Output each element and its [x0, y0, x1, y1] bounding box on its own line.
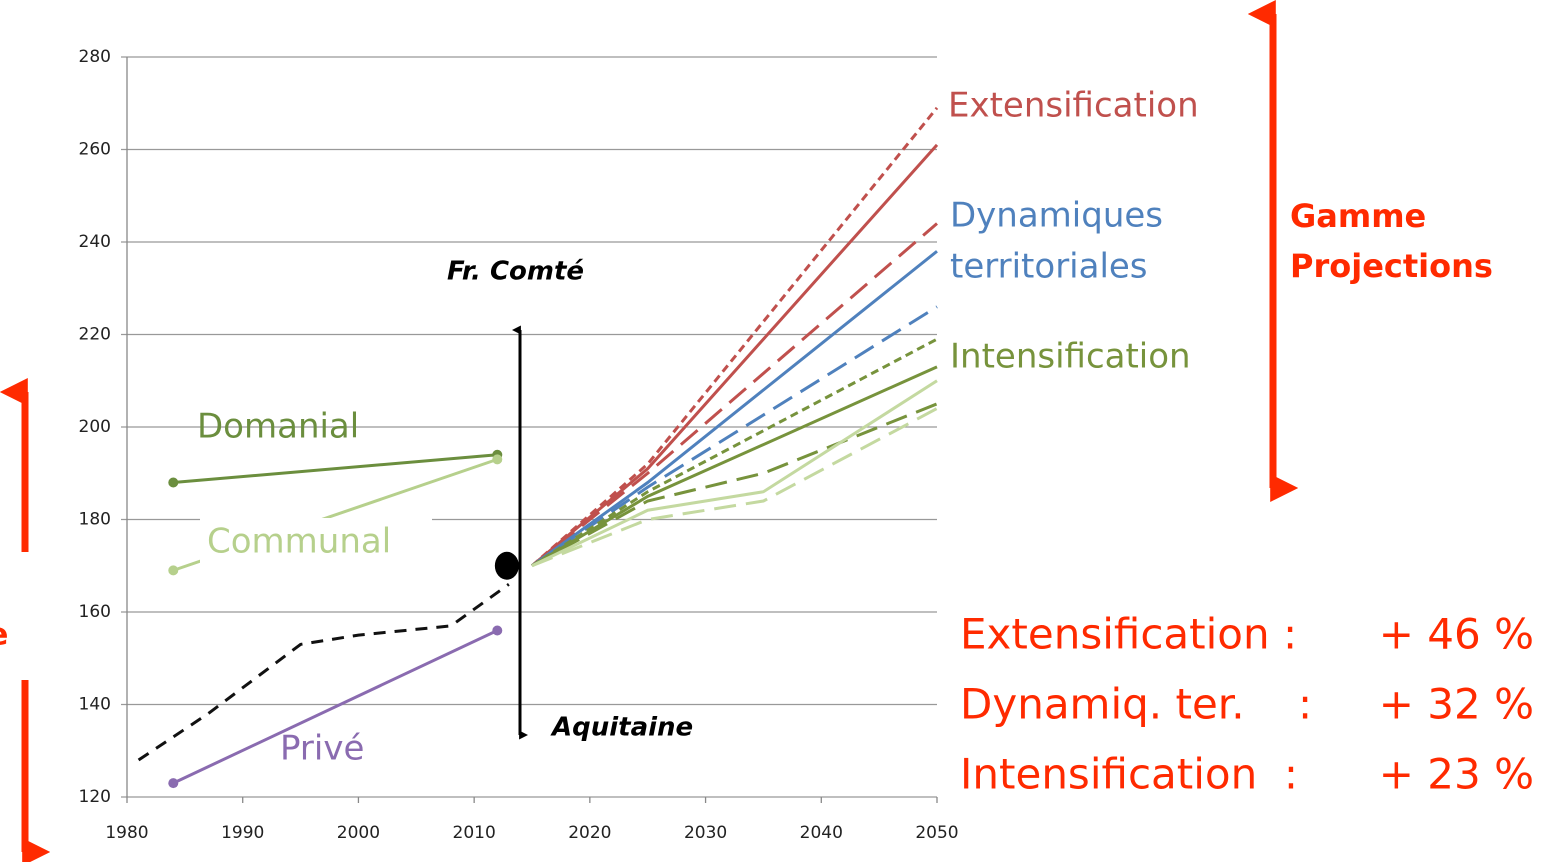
line — [531, 402, 938, 568]
annotations: Extensification Dynamiques territoriales In… — [0, 86, 1534, 799]
x-tick-label: 1980 — [105, 823, 148, 843]
line — [531, 106, 939, 567]
y-tick-label: 200 — [79, 417, 111, 437]
annotation: Aquitaine — [550, 713, 693, 743]
y-tick-label: 160 — [79, 602, 111, 622]
grid: 120 140 160 180 200 220 240 260 280 1980 1990 2000 2… — [79, 47, 959, 843]
x-tick-label: 2030 — [684, 823, 727, 843]
label-bg — [200, 518, 432, 568]
series-label: Privé — [280, 729, 364, 769]
point — [492, 625, 503, 636]
x-tick-label: 2000 — [337, 823, 380, 843]
series-label: Domanial — [197, 407, 359, 447]
line — [172, 629, 498, 785]
y-tick-label: 140 — [79, 695, 111, 715]
line — [531, 222, 938, 567]
annotation: Intensification — [950, 337, 1191, 377]
point — [492, 454, 503, 465]
y-tick-label: 120 — [79, 787, 111, 807]
annotation: Extensification — [948, 86, 1199, 126]
summary-name: Extensification : — [960, 610, 1297, 659]
y-tick-label: 240 — [79, 232, 111, 252]
annotation: Projections — [1290, 247, 1493, 285]
annotation: Fr. Comté — [447, 257, 584, 287]
summary-value: + 32 % — [1379, 680, 1534, 729]
x-tick-label: 2040 — [800, 823, 843, 843]
point — [494, 551, 519, 580]
annotation: e — [0, 618, 8, 653]
x-tick-label: 2050 — [915, 823, 958, 843]
summary-value: + 23 % — [1379, 750, 1534, 799]
point — [168, 477, 179, 488]
y-tick-label: 220 — [79, 325, 111, 345]
annotation: territoriales — [950, 247, 1148, 287]
x-tick-label: 2010 — [453, 823, 496, 843]
point — [168, 565, 179, 576]
y-tick-label: 180 — [79, 510, 111, 530]
y-tick-label: 260 — [79, 140, 111, 160]
x-tick-label: 1990 — [221, 823, 264, 843]
summary-value: + 46 % — [1379, 610, 1534, 659]
line — [531, 379, 938, 568]
annotation: Dynamiques — [950, 196, 1163, 236]
line — [137, 583, 510, 762]
summary-name: Dynamiq. ter. : — [960, 680, 1312, 729]
line — [531, 407, 938, 568]
annotation: Gamme — [1290, 197, 1426, 235]
line — [173, 453, 498, 484]
point — [168, 778, 179, 789]
summary-name: Intensification : — [960, 750, 1298, 799]
series-label: Communal — [207, 522, 391, 562]
lines: Domanial Communal Privé — [137, 106, 939, 789]
x-tick-label: 2020 — [568, 823, 611, 843]
y-tick-label: 280 — [79, 47, 111, 67]
